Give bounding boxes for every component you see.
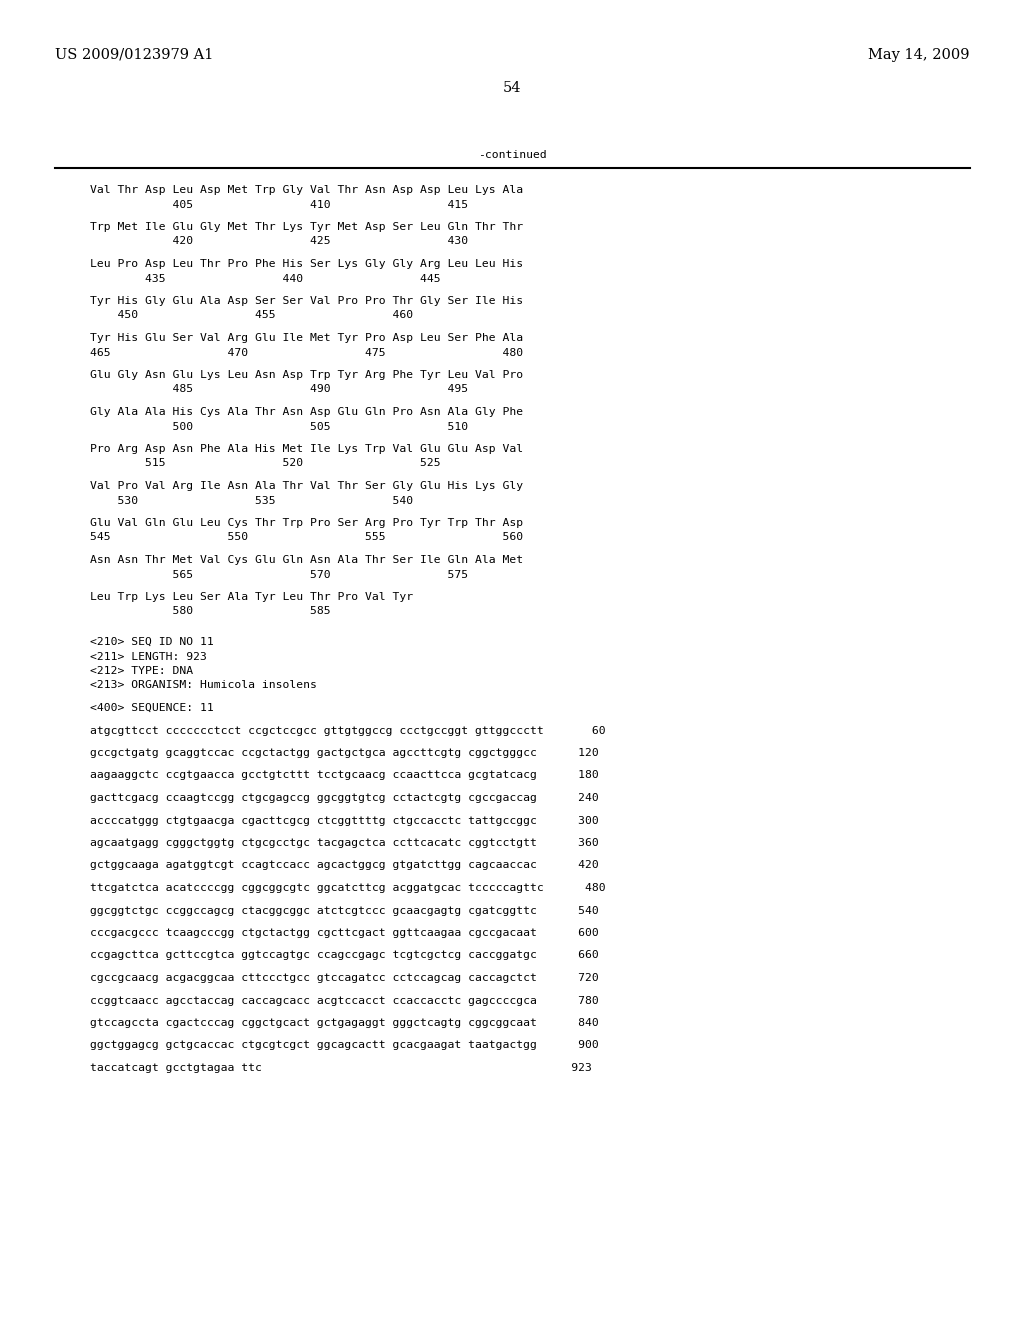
Text: Pro Arg Asp Asn Phe Ala His Met Ile Lys Trp Val Glu Glu Asp Val: Pro Arg Asp Asn Phe Ala His Met Ile Lys … <box>90 444 523 454</box>
Text: agcaatgagg cgggctggtg ctgcgcctgc tacgagctca ccttcacatc cggtcctgtt      360: agcaatgagg cgggctggtg ctgcgcctgc tacgagc… <box>90 838 599 847</box>
Text: 565                 570                 575: 565 570 575 <box>90 569 468 579</box>
Text: 405                 410                 415: 405 410 415 <box>90 199 468 210</box>
Text: 515                 520                 525: 515 520 525 <box>90 458 440 469</box>
Text: gacttcgacg ccaagtccgg ctgcgagccg ggcggtgtcg cctactcgtg cgccgaccag      240: gacttcgacg ccaagtccgg ctgcgagccg ggcggtg… <box>90 793 599 803</box>
Text: ggcggtctgc ccggccagcg ctacggcggc atctcgtccc gcaacgagtg cgatcggttc      540: ggcggtctgc ccggccagcg ctacggcggc atctcgt… <box>90 906 599 916</box>
Text: <400> SEQUENCE: 11: <400> SEQUENCE: 11 <box>90 704 214 713</box>
Text: <210> SEQ ID NO 11: <210> SEQ ID NO 11 <box>90 638 214 647</box>
Text: 450                 455                 460: 450 455 460 <box>90 310 413 321</box>
Text: accccatggg ctgtgaacga cgacttcgcg ctcggttttg ctgccacctc tattgccggc      300: accccatggg ctgtgaacga cgacttcgcg ctcggtt… <box>90 816 599 825</box>
Text: Gly Ala Ala His Cys Ala Thr Asn Asp Glu Gln Pro Asn Ala Gly Phe: Gly Ala Ala His Cys Ala Thr Asn Asp Glu … <box>90 407 523 417</box>
Text: ggctggagcg gctgcaccac ctgcgtcgct ggcagcactt gcacgaagat taatgactgg      900: ggctggagcg gctgcaccac ctgcgtcgct ggcagca… <box>90 1040 599 1051</box>
Text: 435                 440                 445: 435 440 445 <box>90 273 440 284</box>
Text: US 2009/0123979 A1: US 2009/0123979 A1 <box>55 48 213 62</box>
Text: Asn Asn Thr Met Val Cys Glu Gln Asn Ala Thr Ser Ile Gln Ala Met: Asn Asn Thr Met Val Cys Glu Gln Asn Ala … <box>90 554 523 565</box>
Text: May 14, 2009: May 14, 2009 <box>868 48 970 62</box>
Text: <213> ORGANISM: Humicola insolens: <213> ORGANISM: Humicola insolens <box>90 681 316 690</box>
Text: gccgctgatg gcaggtccac ccgctactgg gactgctgca agccttcgtg cggctgggcc      120: gccgctgatg gcaggtccac ccgctactgg gactgct… <box>90 748 599 758</box>
Text: 545                 550                 555                 560: 545 550 555 560 <box>90 532 523 543</box>
Text: ttcgatctca acatccccgg cggcggcgtc ggcatcttcg acggatgcac tcccccagttc      480: ttcgatctca acatccccgg cggcggcgtc ggcatct… <box>90 883 605 894</box>
Text: Val Pro Val Arg Ile Asn Ala Thr Val Thr Ser Gly Glu His Lys Gly: Val Pro Val Arg Ile Asn Ala Thr Val Thr … <box>90 480 523 491</box>
Text: cgccgcaacg acgacggcaa cttccctgcc gtccagatcc cctccagcag caccagctct      720: cgccgcaacg acgacggcaa cttccctgcc gtccaga… <box>90 973 599 983</box>
Text: gctggcaaga agatggtcgt ccagtccacc agcactggcg gtgatcttgg cagcaaccac      420: gctggcaaga agatggtcgt ccagtccacc agcactg… <box>90 861 599 870</box>
Text: <211> LENGTH: 923: <211> LENGTH: 923 <box>90 652 207 661</box>
Text: Glu Gly Asn Glu Lys Leu Asn Asp Trp Tyr Arg Phe Tyr Leu Val Pro: Glu Gly Asn Glu Lys Leu Asn Asp Trp Tyr … <box>90 370 523 380</box>
Text: 500                 505                 510: 500 505 510 <box>90 421 468 432</box>
Text: <212> TYPE: DNA: <212> TYPE: DNA <box>90 667 194 676</box>
Text: 420                 425                 430: 420 425 430 <box>90 236 468 247</box>
Text: ccggtcaacc agcctaccag caccagcacc acgtccacct ccaccacctc gagccccgca      780: ccggtcaacc agcctaccag caccagcacc acgtcca… <box>90 995 599 1006</box>
Text: Leu Pro Asp Leu Thr Pro Phe His Ser Lys Gly Gly Arg Leu Leu His: Leu Pro Asp Leu Thr Pro Phe His Ser Lys … <box>90 259 523 269</box>
Text: Val Thr Asp Leu Asp Met Trp Gly Val Thr Asn Asp Asp Leu Lys Ala: Val Thr Asp Leu Asp Met Trp Gly Val Thr … <box>90 185 523 195</box>
Text: 530                 535                 540: 530 535 540 <box>90 495 413 506</box>
Text: Trp Met Ile Glu Gly Met Thr Lys Tyr Met Asp Ser Leu Gln Thr Thr: Trp Met Ile Glu Gly Met Thr Lys Tyr Met … <box>90 222 523 232</box>
Text: 54: 54 <box>503 81 521 95</box>
Text: Tyr His Gly Glu Ala Asp Ser Ser Val Pro Pro Thr Gly Ser Ile His: Tyr His Gly Glu Ala Asp Ser Ser Val Pro … <box>90 296 523 306</box>
Text: aagaaggctc ccgtgaacca gcctgtcttt tcctgcaacg ccaacttcca gcgtatcacg      180: aagaaggctc ccgtgaacca gcctgtcttt tcctgca… <box>90 771 599 780</box>
Text: 485                 490                 495: 485 490 495 <box>90 384 468 395</box>
Text: 465                 470                 475                 480: 465 470 475 480 <box>90 347 523 358</box>
Text: ccgagcttca gcttccgtca ggtccagtgc ccagccgagc tcgtcgctcg caccggatgc      660: ccgagcttca gcttccgtca ggtccagtgc ccagccg… <box>90 950 599 961</box>
Text: taccatcagt gcctgtagaa ttc                                             923: taccatcagt gcctgtagaa ttc 923 <box>90 1063 592 1073</box>
Text: Tyr His Glu Ser Val Arg Glu Ile Met Tyr Pro Asp Leu Ser Phe Ala: Tyr His Glu Ser Val Arg Glu Ile Met Tyr … <box>90 333 523 343</box>
Text: Glu Val Gln Glu Leu Cys Thr Trp Pro Ser Arg Pro Tyr Trp Thr Asp: Glu Val Gln Glu Leu Cys Thr Trp Pro Ser … <box>90 517 523 528</box>
Text: gtccagccta cgactcccag cggctgcact gctgagaggt gggctcagtg cggcggcaat      840: gtccagccta cgactcccag cggctgcact gctgaga… <box>90 1018 599 1028</box>
Text: atgcgttcct ccccccctcct ccgctccgcc gttgtggccg ccctgccggt gttggccctt       60: atgcgttcct ccccccctcct ccgctccgcc gttgtg… <box>90 726 605 735</box>
Text: cccgacgccc tcaagcccgg ctgctactgg cgcttcgact ggttcaagaa cgccgacaat      600: cccgacgccc tcaagcccgg ctgctactgg cgcttcg… <box>90 928 599 939</box>
Text: Leu Trp Lys Leu Ser Ala Tyr Leu Thr Pro Val Tyr: Leu Trp Lys Leu Ser Ala Tyr Leu Thr Pro … <box>90 591 413 602</box>
Text: -continued: -continued <box>477 150 547 160</box>
Text: 580                 585: 580 585 <box>90 606 331 616</box>
